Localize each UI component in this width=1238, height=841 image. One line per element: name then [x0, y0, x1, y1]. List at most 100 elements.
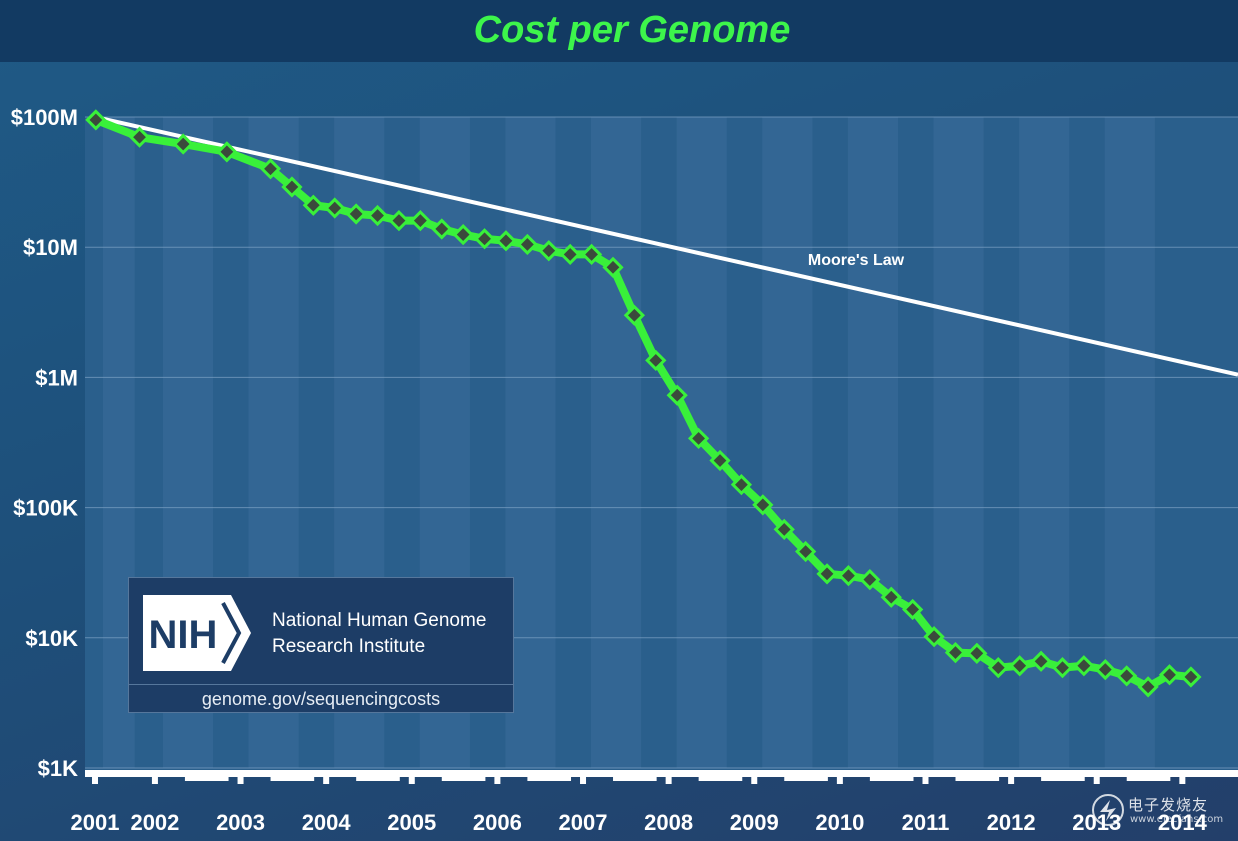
watermark-url: www.elecfans.com	[1130, 814, 1224, 825]
watermark: 电子发烧友 www.elecfans.com	[1088, 786, 1233, 834]
genome-cost-point	[687, 427, 710, 450]
nih-logo: NIH	[143, 595, 251, 671]
x-tick-label: 2001	[71, 810, 120, 835]
genome-cost-point	[516, 233, 538, 256]
moores-law-series: Moore's Law	[94, 115, 1238, 377]
genome-cost-point	[452, 223, 474, 246]
genome-cost-point	[128, 126, 151, 148]
x-axis-line	[85, 770, 1238, 777]
genome-cost-point	[388, 210, 410, 232]
genome-cost-point	[324, 197, 346, 219]
genome-cost-point	[409, 210, 431, 232]
genome-cost-point	[1180, 666, 1202, 688]
nih-logo-text: NIH	[149, 613, 218, 657]
y-tick-label: $1M	[35, 365, 78, 390]
genome-cost-point	[473, 228, 496, 250]
y-tick-label: $1K	[38, 756, 78, 781]
genome-cost-point	[816, 563, 838, 585]
x-axis-segment	[1126, 777, 1171, 781]
x-tick-mark	[580, 770, 587, 784]
x-tick-label: 2012	[987, 810, 1036, 835]
genome-cost-point	[1030, 650, 1052, 672]
y-tick-label: $10M	[23, 235, 78, 260]
moores-law-line	[94, 115, 1238, 377]
x-axis: 2001 2002 2003 2004 2005 2006 2007 2008 2009 2010…	[71, 770, 1238, 835]
y-tick-label: $100M	[11, 105, 78, 130]
institute-name-line-2: Research Institute	[272, 636, 426, 657]
x-tick-label: 2011	[902, 810, 950, 835]
genome-cost-point	[431, 218, 453, 240]
genome-cost-point	[752, 494, 774, 516]
genome-cost-point	[259, 158, 282, 180]
genome-cost-point	[645, 349, 667, 372]
genome-cost-point	[85, 109, 107, 131]
genome-cost-point	[602, 256, 624, 278]
genome-cost-point	[538, 240, 560, 262]
year-band	[591, 117, 642, 768]
genome-cost-point	[987, 657, 1009, 679]
x-tick-label: 2013	[1072, 810, 1121, 835]
x-axis-segment	[527, 777, 572, 781]
x-axis-segment	[270, 777, 315, 781]
x-axis-segment	[955, 777, 1000, 781]
genome-cost-point	[1158, 664, 1181, 686]
institute-name: National Human Genome Research Institute	[272, 608, 486, 660]
x-axis-segment	[869, 777, 914, 781]
genome-cost-point	[623, 304, 646, 326]
genome-cost-point	[281, 176, 303, 198]
genome-cost-point	[172, 133, 194, 155]
x-axis-segment	[356, 777, 400, 781]
x-tick-label: 2014	[1158, 810, 1208, 835]
genome-cost-point	[730, 474, 753, 496]
x-axis-segment	[441, 777, 486, 781]
x-tick-mark	[408, 770, 415, 784]
genome-cost-point	[1094, 658, 1116, 681]
title-bar	[0, 0, 1238, 62]
institute-name-line-1: National Human Genome	[272, 610, 487, 631]
y-tick-label: $10K	[25, 626, 78, 651]
gridlines	[85, 116, 1238, 769]
x-axis-segment	[184, 777, 229, 781]
x-tick-label: 2004	[302, 810, 352, 835]
x-tick-label: 2010	[815, 810, 864, 835]
year-band	[1104, 117, 1155, 768]
x-tick-label: 2008	[644, 810, 693, 835]
y-axis-labels: $100M $10M $1M $100K $10K $1K	[11, 105, 78, 781]
genome-cost-point	[559, 243, 581, 266]
genome-cost-point	[345, 203, 367, 225]
x-axis-segment	[1041, 777, 1085, 781]
x-tick-label: 2009	[730, 810, 779, 835]
watermark-text: 电子发烧友	[1128, 796, 1209, 814]
genome-cost-point	[709, 449, 731, 472]
genome-cost-point	[1137, 676, 1159, 698]
x-tick-mark	[1179, 770, 1186, 784]
x-tick-mark	[323, 770, 330, 784]
x-tick-mark	[922, 770, 929, 784]
year-band	[847, 117, 899, 768]
x-tick-label: 2007	[559, 810, 608, 835]
genome-cost-point	[944, 641, 967, 664]
x-tick-mark	[1093, 770, 1100, 784]
genome-cost-series	[85, 109, 1202, 698]
y-tick-label: $100K	[13, 496, 78, 521]
x-tick-label: 2002	[130, 810, 179, 835]
genome-cost-point	[302, 194, 324, 216]
x-tick-mark	[151, 770, 158, 784]
genome-cost-point	[795, 540, 817, 563]
x-tick-mark	[92, 770, 98, 784]
x-axis-segment	[784, 777, 828, 781]
x-tick-label: 2003	[216, 810, 265, 835]
genome-cost-point	[495, 230, 517, 252]
moores-law-label: Moore's Law	[808, 252, 905, 269]
genome-cost-point	[773, 518, 795, 541]
nih-branding-box: NIH National Human Genome Research Insti…	[128, 577, 514, 713]
chart-title: Cost per Genome	[474, 9, 791, 51]
genome-cost-point	[966, 642, 988, 664]
genome-cost-point	[666, 384, 688, 406]
x-tick-mark	[494, 770, 501, 784]
genome-cost-point	[923, 626, 945, 648]
genome-cost-point	[1009, 655, 1031, 677]
watermark-logo-icon	[1092, 794, 1124, 826]
x-tick-mark	[665, 770, 672, 784]
